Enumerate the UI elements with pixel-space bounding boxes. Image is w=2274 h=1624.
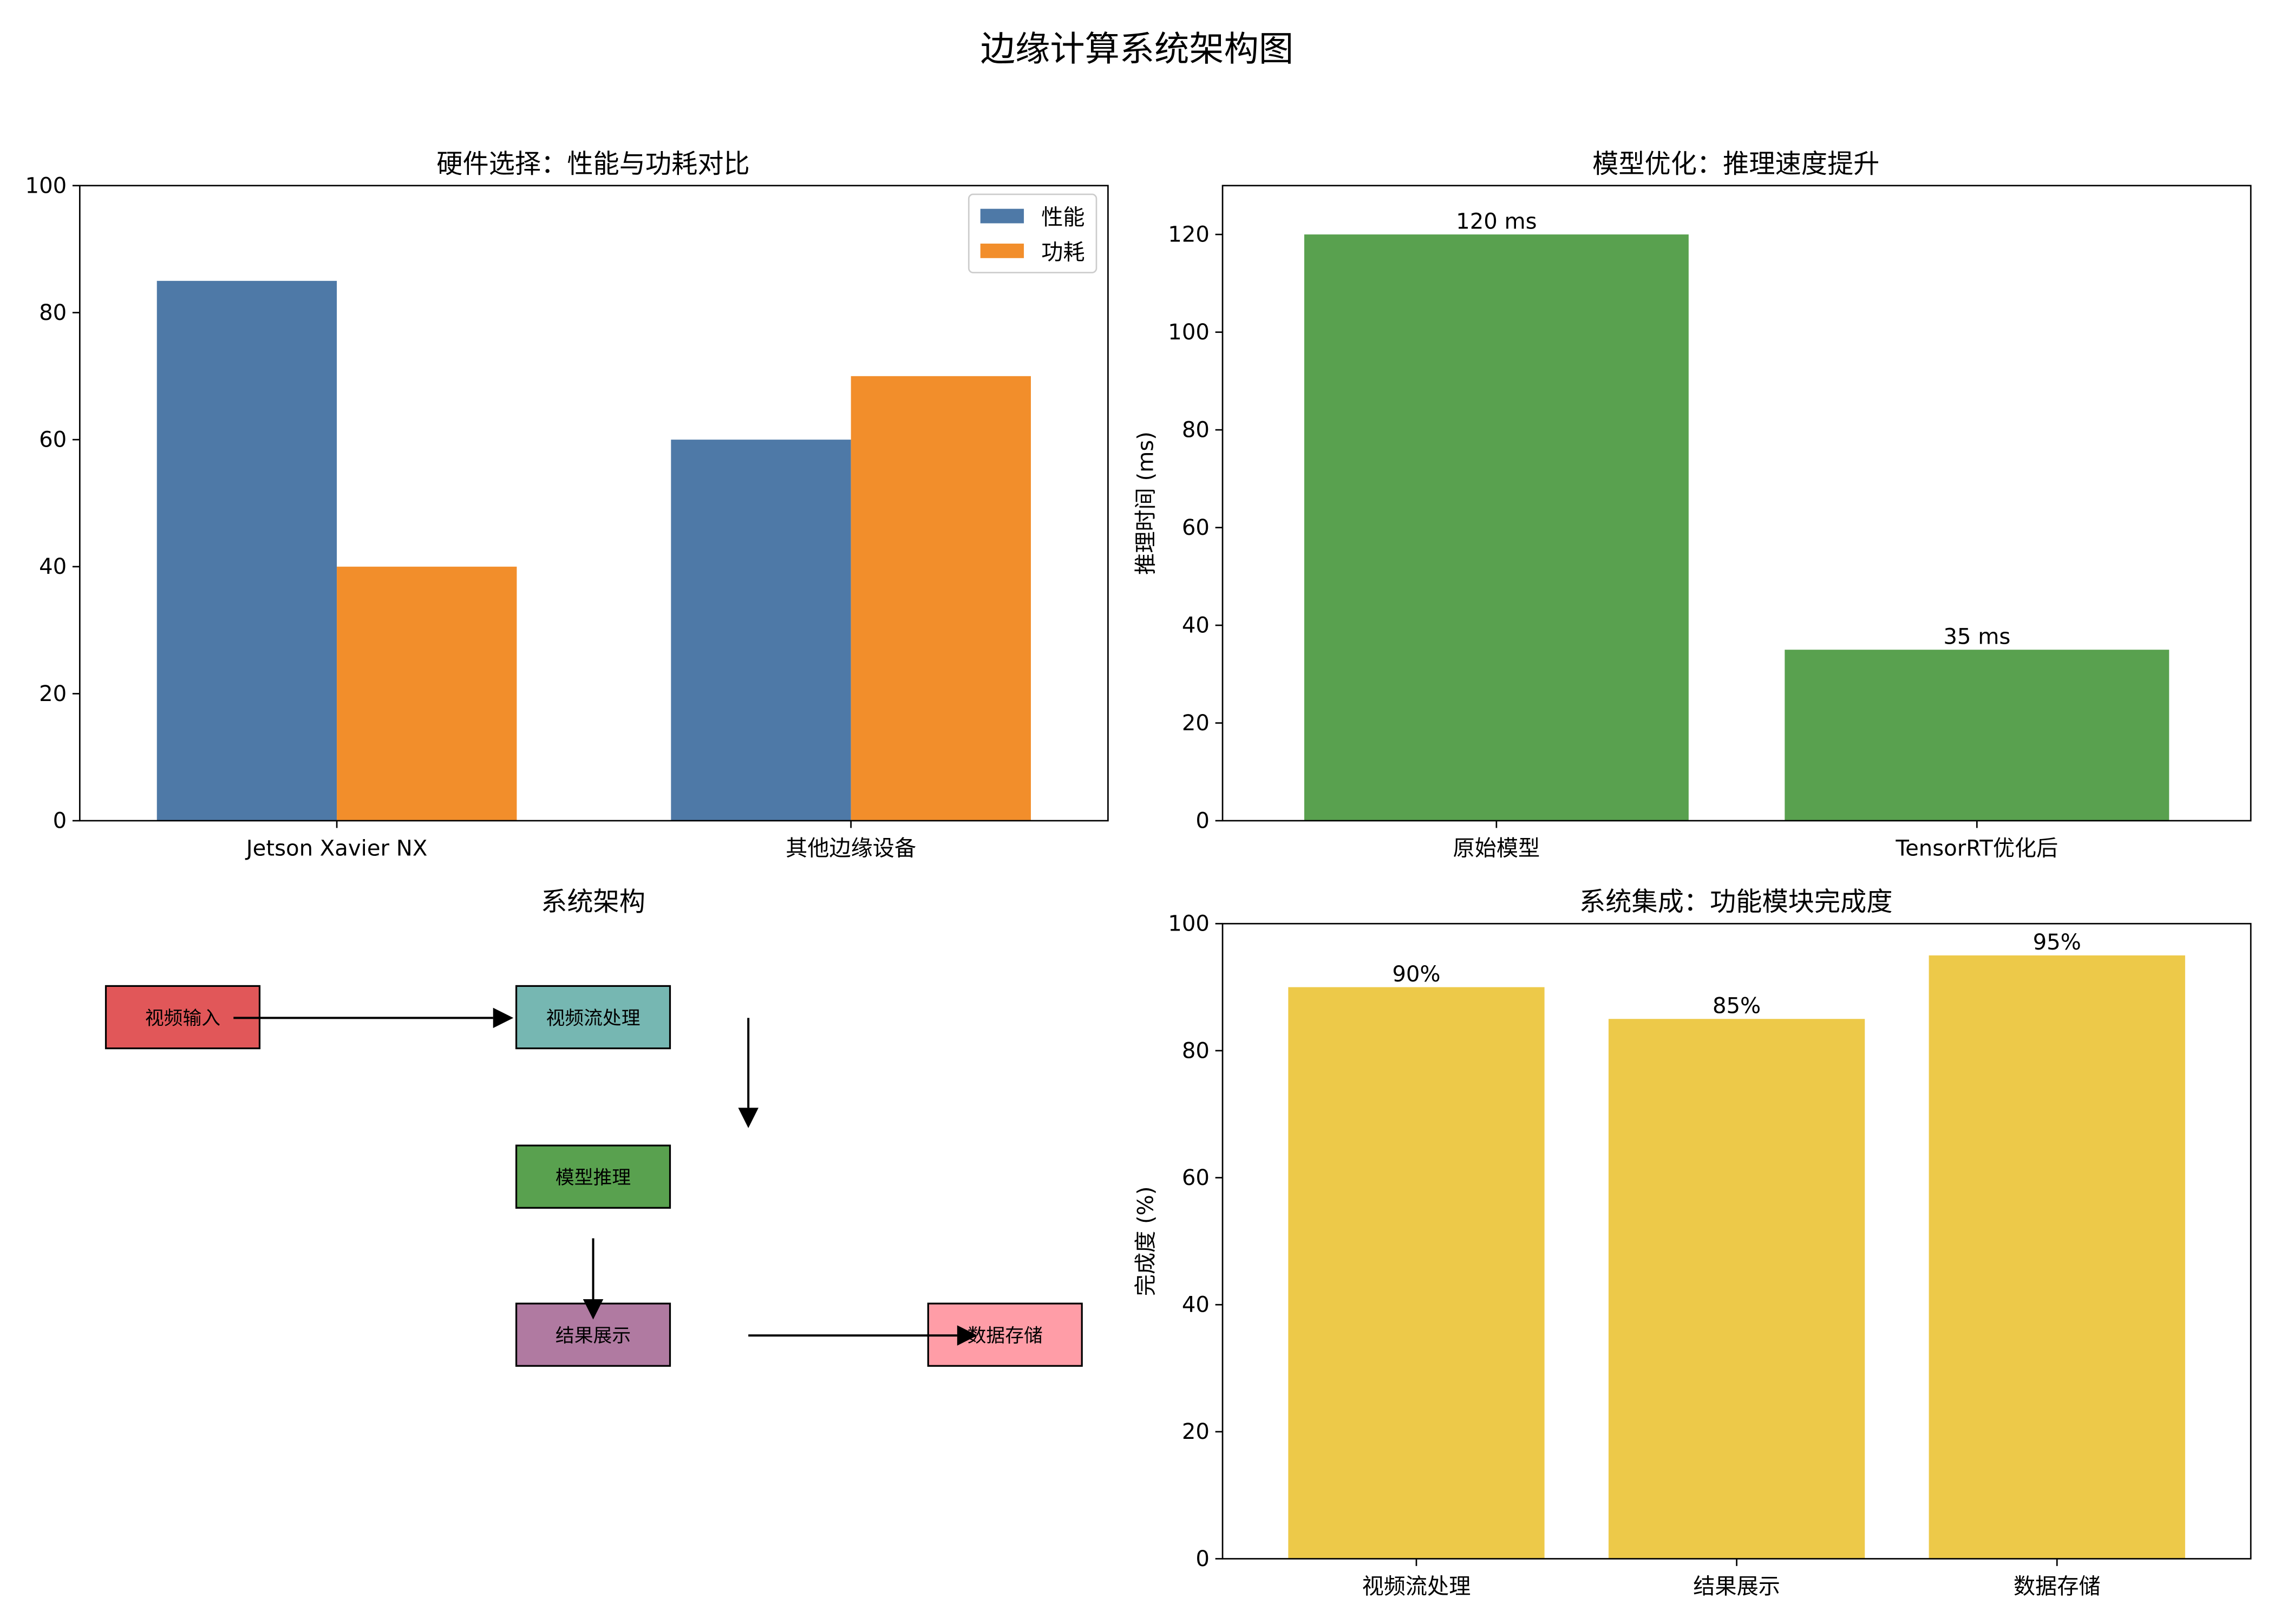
- node-input-label: 视频输入: [145, 1007, 220, 1029]
- model-xtick-label: TensorRT优化后: [1895, 836, 2058, 861]
- model-bar-0: [1304, 234, 1689, 821]
- hardware-legend: 性能 功耗: [968, 193, 1097, 273]
- integration-chart-title: 系统集成：功能模块完成度: [1579, 887, 1892, 917]
- node-model-label: 模型推理: [556, 1167, 631, 1189]
- integration-bar-2: [1929, 955, 2185, 1559]
- bar-performance-0: [156, 280, 337, 821]
- model-bar-1: [1785, 650, 2170, 821]
- arrow-stream-down-head: [738, 1108, 759, 1128]
- legend-label-performance: 性能: [1041, 205, 1084, 230]
- integration-data-label-1: 85%: [1713, 994, 1761, 1019]
- hardware-ytick-label: 100: [25, 173, 67, 198]
- model-xtick-label: 原始模型: [1453, 836, 1540, 861]
- arrow-model-to-result-head: [583, 1299, 604, 1320]
- model-optimization-chart: 模型优化：推理速度提升 推理时间 (ms) 120 ms 35 ms 0 20 40 6…: [1133, 149, 2252, 861]
- bar-power-0: [337, 566, 517, 821]
- model-ytick-label: 80: [1182, 417, 1210, 442]
- model-ytick-label: 0: [1195, 808, 1210, 833]
- hardware-ytick-label: 80: [39, 300, 67, 325]
- model-data-label-1: 35 ms: [1943, 624, 2010, 649]
- integration-bar-1: [1608, 1019, 1865, 1559]
- node-result-label: 结果展示: [556, 1325, 631, 1347]
- hardware-comparison-chart: 硬件选择：性能与功耗对比 0 20 40 60 80 100 Jetson Xavier N…: [25, 149, 1109, 861]
- architecture-title: 系统架构: [541, 887, 645, 917]
- integration-bars: 90% 85% 95%: [1288, 930, 2185, 1559]
- hardware-bars: [156, 280, 1031, 821]
- model-chart-ylabel: 推理时间 (ms): [1133, 431, 1158, 575]
- bar-power-1: [851, 376, 1031, 821]
- integration-bar-0: [1288, 987, 1545, 1559]
- integration-axes: 0 20 40 60 80 100 视频流处理 结果展示 数据存储: [1168, 912, 2252, 1599]
- model-ytick-label: 20: [1182, 711, 1210, 736]
- integration-ytick-label: 20: [1182, 1419, 1210, 1444]
- hardware-ytick-label: 40: [39, 554, 67, 579]
- legend-swatch-power: [980, 244, 1024, 258]
- integration-xtick-label: 结果展示: [1693, 1574, 1780, 1599]
- integration-ytick-label: 100: [1168, 912, 1210, 937]
- arrow-input-to-stream-head: [493, 1007, 514, 1029]
- model-chart-title: 模型优化：推理速度提升: [1592, 149, 1879, 179]
- model-ytick-label: 40: [1182, 613, 1210, 638]
- model-plot-frame: [1221, 185, 2252, 822]
- node-model-box: [515, 1144, 671, 1209]
- architecture-arrows: [233, 1007, 978, 1346]
- integration-xtick-label: 数据存储: [2014, 1574, 2101, 1599]
- hardware-xtick-label: 其他边缘设备: [786, 836, 916, 861]
- integration-xtick-label: 视频流处理: [1362, 1574, 1471, 1599]
- integration-ytick-label: 0: [1195, 1547, 1210, 1571]
- model-data-label-0: 120 ms: [1456, 209, 1537, 234]
- node-stream-box: [515, 985, 671, 1050]
- integration-chart-ylabel: 完成度 (%): [1133, 1186, 1158, 1296]
- hardware-plot-frame: [79, 185, 1109, 822]
- hardware-xtick-label: Jetson Xavier NX: [245, 836, 428, 861]
- hardware-ytick-label: 0: [53, 808, 67, 833]
- arrow-result-to-storage-head: [957, 1325, 978, 1346]
- hardware-axes: 0 20 40 60 80 100 Jetson Xavier NX 其他边缘设备: [25, 173, 1109, 861]
- hardware-ytick-label: 60: [39, 428, 67, 453]
- hardware-chart-title: 硬件选择：性能与功耗对比: [436, 149, 749, 179]
- model-axes: 0 20 40 60 80 100 120 原始模型 TensorRT优化后: [1168, 185, 2252, 861]
- model-ytick-label: 120: [1168, 222, 1210, 247]
- integration-ytick-label: 60: [1182, 1165, 1210, 1190]
- integration-ytick-label: 80: [1182, 1038, 1210, 1063]
- model-ytick-label: 100: [1168, 320, 1210, 345]
- figure-suptitle: 边缘计算系统架构图: [981, 29, 1293, 70]
- node-stream-label: 视频流处理: [546, 1007, 641, 1029]
- legend-swatch-performance: [980, 208, 1024, 224]
- integration-data-label-0: 90%: [1392, 962, 1440, 987]
- node-storage-label: 数据存储: [968, 1325, 1043, 1347]
- integration-chart: 系统集成：功能模块完成度 完成度 (%) 90% 85% 95% 0 20 40 60 80…: [1133, 887, 2252, 1599]
- model-ytick-label: 60: [1182, 515, 1210, 540]
- hardware-ytick-label: 20: [39, 682, 67, 706]
- integration-data-label-2: 95%: [2033, 930, 2081, 955]
- integration-ytick-label: 40: [1182, 1293, 1210, 1318]
- legend-label-power: 功耗: [1041, 240, 1084, 265]
- bar-performance-1: [671, 440, 851, 821]
- model-bars: 120 ms 35 ms: [1304, 209, 2170, 821]
